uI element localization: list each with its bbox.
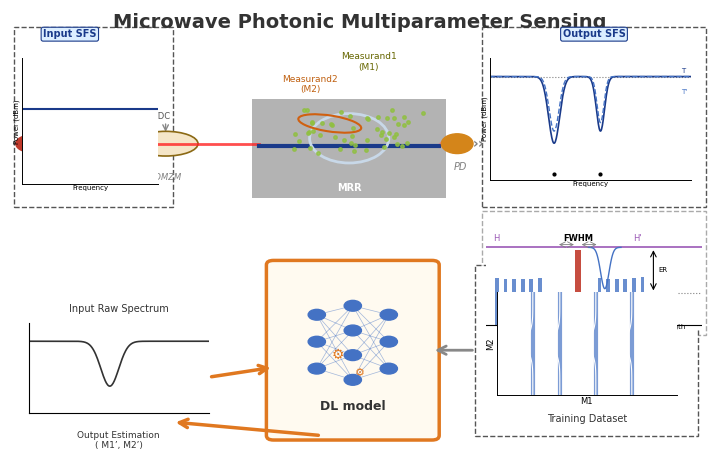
Text: 90°
0°: 90° 0°	[68, 137, 81, 150]
Bar	[538, 277, 542, 326]
Text: H': H'	[633, 234, 642, 243]
Bar	[615, 279, 618, 326]
FancyBboxPatch shape	[252, 99, 446, 198]
Text: λc: λc	[23, 155, 35, 165]
X-axis label: M1: M1	[580, 396, 593, 405]
Text: DDMZM: DDMZM	[149, 173, 182, 182]
Circle shape	[16, 136, 42, 152]
Text: ›: ›	[472, 136, 478, 151]
Text: Training Dataset: Training Dataset	[546, 414, 627, 424]
Text: Input SFS: Input SFS	[43, 29, 96, 39]
Text: DL model: DL model	[320, 400, 386, 413]
Text: ER: ER	[659, 267, 668, 273]
Circle shape	[344, 374, 361, 385]
X-axis label: Frequency: Frequency	[572, 181, 608, 187]
Y-axis label: M2: M2	[487, 337, 495, 350]
Text: USB: USB	[625, 324, 639, 330]
Text: λres: λres	[600, 324, 614, 330]
Bar	[495, 277, 499, 326]
Text: ›: ›	[467, 136, 472, 151]
FancyBboxPatch shape	[14, 27, 173, 207]
Text: Output SFS: Output SFS	[562, 29, 626, 39]
Y-axis label: Power (dBm): Power (dBm)	[14, 99, 20, 144]
Bar	[512, 279, 516, 326]
Text: ⚙: ⚙	[355, 368, 365, 378]
Circle shape	[344, 350, 361, 361]
Circle shape	[380, 336, 397, 347]
FancyBboxPatch shape	[54, 128, 94, 159]
Bar	[503, 279, 508, 326]
Text: FWHM: FWHM	[563, 234, 593, 243]
Circle shape	[308, 309, 325, 320]
FancyBboxPatch shape	[266, 260, 439, 440]
Circle shape	[380, 363, 397, 374]
Ellipse shape	[133, 131, 198, 156]
Circle shape	[308, 336, 325, 347]
Bar	[575, 250, 580, 326]
Text: PD: PD	[454, 162, 467, 172]
Text: T': T'	[681, 89, 688, 95]
Text: ˅: ˅	[116, 112, 122, 122]
FancyBboxPatch shape	[482, 27, 706, 207]
Circle shape	[344, 325, 361, 336]
Bar	[641, 277, 644, 326]
Text: Measurand2
(M2): Measurand2 (M2)	[282, 75, 338, 94]
Text: Output Estimation
( M1’, M2’): Output Estimation ( M1’, M2’)	[78, 431, 160, 449]
FancyBboxPatch shape	[482, 211, 706, 335]
Bar	[606, 279, 610, 326]
Circle shape	[308, 363, 325, 374]
Text: Input Raw Spectrum: Input Raw Spectrum	[69, 304, 168, 314]
Text: Carrier: Carrier	[566, 324, 590, 330]
Text: LSB: LSB	[512, 324, 525, 330]
Text: ⚙: ⚙	[332, 348, 345, 362]
Bar	[529, 279, 534, 326]
FancyBboxPatch shape	[475, 265, 698, 436]
Text: H: H	[494, 234, 500, 243]
Text: ›: ›	[478, 136, 484, 151]
Text: Wavelength: Wavelength	[644, 324, 686, 330]
Bar	[624, 279, 627, 326]
Text: T: T	[681, 68, 685, 74]
Text: MRR: MRR	[337, 183, 361, 193]
Text: Measurand1
(M1): Measurand1 (M1)	[341, 53, 397, 72]
Text: Hybrid: Hybrid	[58, 171, 86, 180]
X-axis label: Frequency: Frequency	[72, 185, 108, 191]
Text: Microwave Photonic Multiparameter Sensing: Microwave Photonic Multiparameter Sensin…	[113, 13, 607, 32]
Bar	[598, 278, 601, 326]
Y-axis label: Power (dBm): Power (dBm)	[482, 97, 488, 141]
Text: ˅: ˅	[116, 103, 122, 113]
Text: VDC: VDC	[153, 112, 171, 121]
Circle shape	[380, 309, 397, 320]
Circle shape	[344, 300, 361, 311]
Bar	[632, 278, 636, 326]
Text: ˅: ˅	[116, 94, 122, 104]
Circle shape	[441, 134, 473, 154]
Bar	[521, 279, 525, 326]
